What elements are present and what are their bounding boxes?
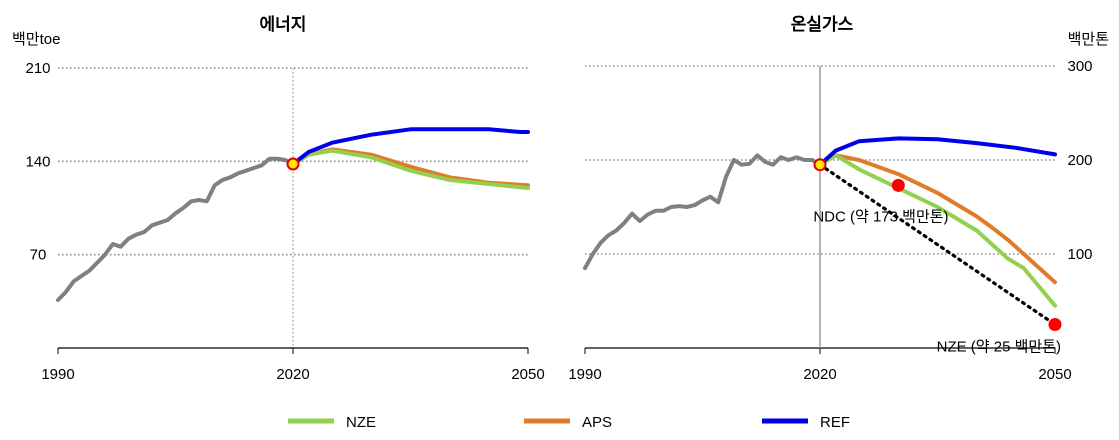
- y-tick-label: 200: [1067, 152, 1092, 169]
- y-tick-label: 300: [1067, 58, 1092, 75]
- legend-item: REF: [762, 414, 850, 431]
- x-tick-label: 2020: [803, 366, 836, 383]
- chart-title: 에너지: [260, 15, 307, 34]
- target-label: NDC (약 173 백만톤): [813, 208, 948, 225]
- target-point: [1048, 318, 1062, 331]
- legend-label: REF: [820, 414, 850, 431]
- series-line-ref: [818, 136, 1057, 167]
- y-tick-label: 100: [1067, 246, 1092, 263]
- series-line-history: [583, 153, 822, 271]
- series-line-nze: [818, 153, 1057, 308]
- y-axis-unit-label: 백만톤: [1068, 31, 1109, 48]
- series-line-history: [56, 156, 295, 302]
- nze-pathway-line: [818, 163, 1057, 327]
- x-tick-label: 2050: [1038, 366, 1071, 383]
- legend-label: APS: [582, 414, 612, 431]
- target-point: [891, 178, 905, 192]
- series-line-aps: [291, 147, 530, 188]
- chart-title: 온실가스: [791, 15, 854, 34]
- x-tick-label: 1990: [41, 366, 74, 383]
- x-tick-label: 2020: [276, 366, 309, 383]
- legend-label: NZE: [346, 414, 376, 431]
- series-line-aps: [818, 153, 1057, 285]
- y-tick-label: 70: [30, 247, 47, 264]
- legend-item: APS: [524, 414, 612, 431]
- series-line-ref: [291, 127, 530, 166]
- x-tick-label: 2050: [511, 366, 544, 383]
- y-axis-unit-label: 백만toe: [12, 31, 60, 48]
- y-tick-label: 210: [25, 60, 50, 77]
- legend-item: NZE: [288, 414, 376, 431]
- base-year-marker: [813, 158, 827, 172]
- series-line-nze: [291, 148, 530, 190]
- legend: NZE APS REF: [288, 414, 850, 431]
- y-tick-label: 140: [25, 153, 50, 170]
- x-tick-label: 1990: [568, 366, 601, 383]
- target-label: NZE (약 25 백만톤): [937, 339, 1061, 356]
- base-year-marker: [286, 157, 300, 171]
